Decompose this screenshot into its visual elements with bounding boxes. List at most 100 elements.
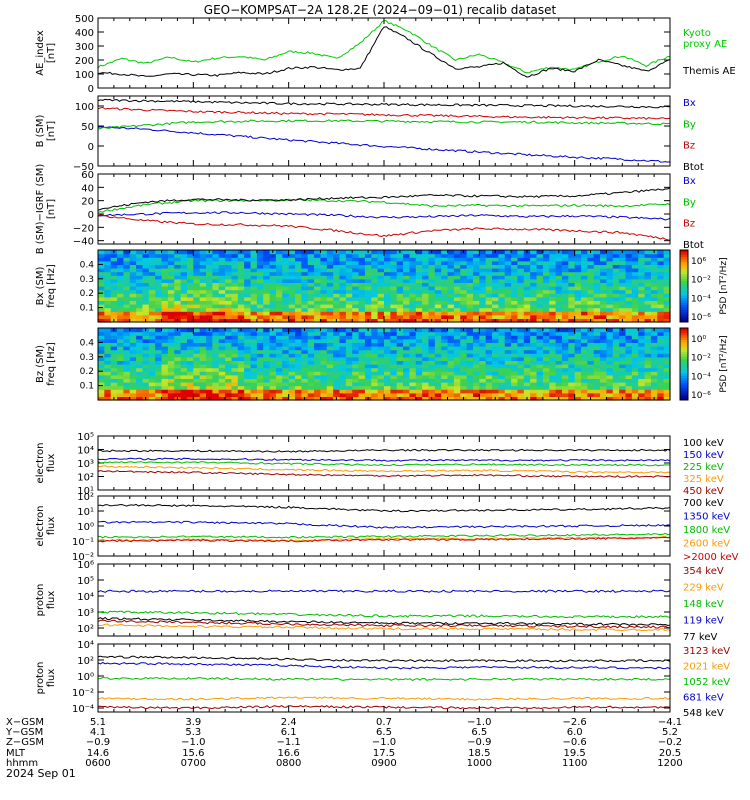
psd-cell <box>206 253 213 258</box>
psd-cell <box>110 353 118 358</box>
psd-cell <box>561 328 569 333</box>
psd-cell <box>110 338 118 343</box>
psd-cell <box>295 371 302 376</box>
psd-cell <box>110 300 118 305</box>
psd-cell <box>136 296 144 301</box>
psd-cell <box>339 335 347 340</box>
psd-cell <box>104 304 112 309</box>
psd-cell <box>320 250 328 255</box>
psd-cell <box>269 338 277 343</box>
psd-cell <box>600 253 608 258</box>
psd-cell <box>98 342 105 347</box>
psd-cell <box>466 374 474 379</box>
psd-cell <box>225 304 233 309</box>
psd-cell <box>110 364 118 369</box>
psd-cell <box>371 293 379 298</box>
legend-label: 681 keV <box>683 693 724 704</box>
psd-cell <box>396 349 404 354</box>
y-axis-label: flux <box>46 669 57 688</box>
psd-cell <box>136 331 144 336</box>
psd-cell <box>574 335 582 340</box>
psd-cell <box>212 293 220 298</box>
psd-cell <box>148 385 156 390</box>
psd-cell <box>314 264 322 269</box>
psd-cell <box>523 311 531 316</box>
psd-cell <box>396 282 404 287</box>
colorbar-segment <box>680 310 688 313</box>
psd-cell <box>498 392 506 397</box>
psd-cell <box>517 349 525 354</box>
psd-cell <box>574 271 582 276</box>
psd-cell <box>225 371 233 376</box>
psd-cell <box>485 346 493 351</box>
psd-cell <box>434 342 442 347</box>
psd-cell <box>612 268 620 273</box>
psd-cell <box>587 257 595 262</box>
psd-cell <box>492 296 499 301</box>
psd-cell <box>555 335 563 340</box>
psd-cell <box>568 342 576 347</box>
psd-cell <box>352 289 360 294</box>
psd-cell <box>307 342 315 347</box>
psd-cell <box>237 360 245 365</box>
psd-cell <box>282 307 290 312</box>
psd-cell <box>218 260 226 265</box>
psd-cell <box>498 307 506 312</box>
series-line <box>97 623 671 632</box>
psd-cell <box>352 260 360 265</box>
psd-cell <box>530 378 538 383</box>
psd-cell <box>396 278 404 283</box>
psd-cell <box>384 389 391 394</box>
psd-cell <box>390 268 398 273</box>
psd-cell <box>98 364 105 369</box>
psd-cell <box>492 307 499 312</box>
psd-cell <box>498 253 506 258</box>
psd-cell <box>218 392 226 397</box>
psd-cell <box>123 278 131 283</box>
psd-cell <box>485 353 493 358</box>
psd-cell <box>472 356 480 361</box>
psd-cell <box>498 268 506 273</box>
psd-cell <box>504 311 512 316</box>
psd-cell <box>415 389 423 394</box>
psd-cell <box>218 364 226 369</box>
psd-cell <box>333 392 341 397</box>
psd-cell <box>536 268 544 273</box>
psd-cell <box>288 250 296 255</box>
psd-cell <box>218 304 226 309</box>
psd-cell <box>625 286 633 291</box>
psd-cell <box>364 278 372 283</box>
psd-cell <box>638 275 646 280</box>
psd-cell <box>485 382 493 387</box>
psd-cell <box>498 289 506 294</box>
psd-cell <box>428 278 436 283</box>
psd-cell <box>485 374 493 379</box>
psd-cell <box>504 360 512 365</box>
psd-cell <box>384 293 391 298</box>
psd-cell <box>155 289 163 294</box>
psd-cell <box>275 349 283 354</box>
colorbar-segment <box>680 314 688 318</box>
psd-cell <box>231 304 239 309</box>
psd-cell <box>600 304 608 309</box>
psd-cell <box>263 253 271 258</box>
psd-cell <box>403 331 411 336</box>
psd-cell <box>225 353 233 358</box>
psd-cell <box>466 360 474 365</box>
psd-cell <box>612 318 620 323</box>
psd-cell <box>371 260 379 265</box>
psd-cell <box>333 296 341 301</box>
psd-cell <box>123 271 131 276</box>
legend-label: 2600 keV <box>683 539 730 550</box>
psd-cell <box>167 374 175 379</box>
psd-cell <box>364 257 372 262</box>
psd-cell <box>593 389 601 394</box>
psd-cell <box>460 360 468 365</box>
psd-cell <box>186 346 194 351</box>
psd-cell <box>129 268 137 273</box>
psd-cell <box>650 392 658 397</box>
psd-cell <box>472 253 480 258</box>
psd-cell <box>345 328 353 333</box>
psd-cell <box>587 304 595 309</box>
